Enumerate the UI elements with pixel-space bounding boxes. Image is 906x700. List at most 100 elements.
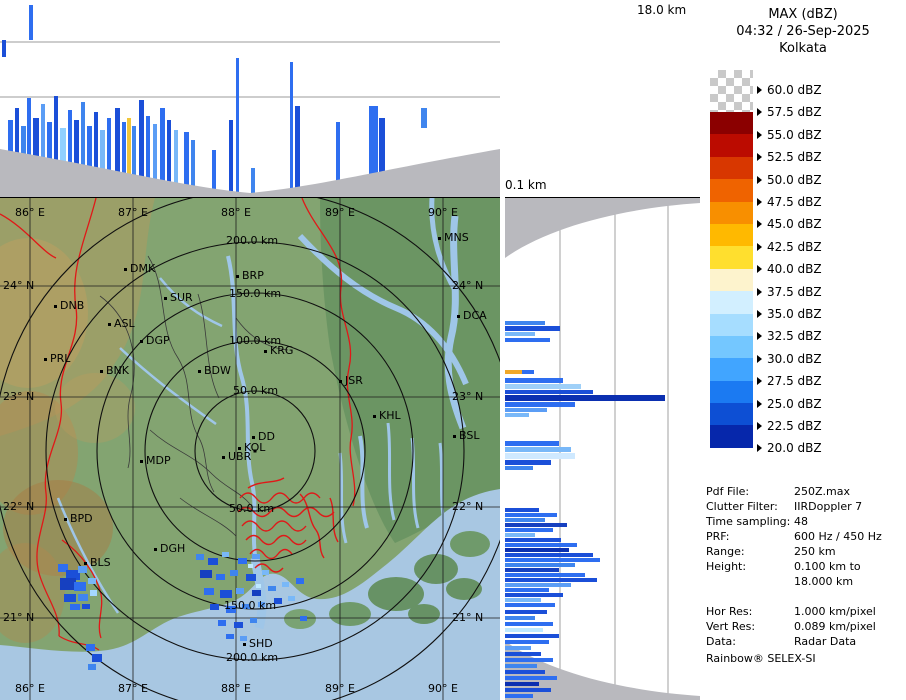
city-name: BDW — [204, 364, 231, 377]
colorbar-segment — [710, 313, 753, 336]
info-label: Pdf File: — [706, 485, 750, 498]
scale-label-text: 30.0 dBZ — [767, 351, 822, 366]
ew-profile-panel — [0, 0, 500, 197]
scale-label: 45.0 dBZ — [757, 216, 822, 232]
city-dot-icon — [238, 446, 241, 450]
city-name: DGH — [160, 542, 186, 555]
city-marker: JSR — [339, 375, 363, 387]
legend-info-b: Hor Res: 1.000 km/pixel Vert Res: 0.089 km/… — [706, 604, 904, 649]
info-value: Radar Data — [794, 635, 857, 648]
scale-tick-arrow-icon — [757, 108, 762, 117]
city-marker: DGH — [154, 543, 185, 555]
info-value: 1.000 km/pixel — [794, 605, 876, 618]
scale-tick-arrow-icon — [757, 220, 762, 229]
colorbar-segment — [710, 156, 753, 180]
city-marker: BNK — [100, 365, 129, 377]
scale-label: 57.5 dBZ — [757, 104, 822, 120]
legend-info-row: Time sampling: 48 — [706, 514, 904, 529]
scale-tick-arrow-icon — [757, 444, 762, 453]
city-name: KRG — [270, 344, 294, 357]
colorbar-segment — [710, 335, 753, 359]
scale-label: 37.5 dBZ — [757, 284, 822, 300]
city-name: BSL — [459, 429, 480, 442]
scale-label-text: 22.5 dBZ — [767, 419, 822, 433]
scale-label: 40.0 dBZ — [757, 261, 822, 277]
info-value: 250 km — [794, 545, 836, 558]
lat-label: 21° N — [3, 611, 35, 624]
scale-label-text: 27.5 dBZ — [767, 374, 822, 389]
legend-info-row: Hor Res: 1.000 km/pixel — [706, 604, 904, 619]
info-label: Vert Res: — [706, 620, 756, 633]
scale-label-text: 50.0 dBZ — [767, 172, 822, 187]
city-marker: DNB — [54, 300, 84, 312]
scale-label-text: 52.5 dBZ — [767, 150, 822, 165]
city-marker: PRL — [44, 353, 70, 365]
city-name: MNS — [444, 231, 469, 244]
lat-label: 24° N — [3, 279, 35, 292]
city-dot-icon — [54, 304, 57, 308]
scale-tick-arrow-icon — [757, 265, 762, 274]
scale-label: 30.0 dBZ — [757, 351, 822, 367]
info-label: Clutter Filter: — [706, 500, 778, 513]
range-ring-label: 50.0 km — [229, 502, 275, 515]
info-value: IIRDoppler 7 — [794, 500, 863, 513]
city-dot-icon — [124, 267, 127, 271]
lat-label: 23° N — [452, 390, 484, 403]
scale-tick-arrow-icon — [757, 198, 762, 206]
scale-label-text: 35.0 dBZ — [767, 307, 822, 321]
legend-info-row: 18.000 km — [706, 574, 904, 589]
legend-info-row: Height: 0.100 km to — [706, 559, 904, 574]
city-marker: ASL — [108, 318, 135, 330]
city-marker: KRG — [264, 345, 293, 357]
city-dot-icon — [457, 314, 460, 318]
city-name: DCA — [463, 309, 487, 322]
scale-tick-arrow-icon — [757, 332, 762, 341]
city-name: MDP — [146, 454, 171, 467]
scale-label: 35.0 dBZ — [757, 306, 822, 322]
scale-tick-arrow-icon — [757, 310, 762, 318]
colorbar-segment — [710, 223, 753, 247]
ns-echoes — [505, 321, 665, 698]
scale-label-text: 37.5 dBZ — [767, 284, 822, 299]
scale-label: 32.5 dBZ — [757, 328, 822, 344]
city-marker: BRP — [236, 270, 264, 282]
range-ring-label: 200.0 km — [226, 234, 279, 247]
scale-label-text: 45.0 dBZ — [767, 217, 822, 232]
scale-label-text: 40.0 dBZ — [767, 262, 822, 277]
info-label: Range: — [706, 545, 745, 558]
lon-label: 89° E — [325, 206, 355, 219]
city-dot-icon — [154, 547, 157, 551]
lon-label: 86° E — [15, 206, 45, 219]
ew-gridlines — [0, 41, 500, 98]
lat-label: 23° N — [3, 390, 35, 403]
scale-label-text: 32.5 dBZ — [767, 329, 822, 344]
city-marker: KOL — [238, 442, 265, 454]
colorbar-segment — [710, 380, 753, 404]
ns-profile-plot — [505, 198, 700, 700]
city-marker: SHD — [243, 638, 273, 650]
scale-tick-arrow-icon — [757, 399, 762, 408]
city-dot-icon — [140, 339, 143, 343]
city-name: SHD — [249, 637, 273, 650]
city-name: DD — [258, 430, 275, 443]
lat-label: 24° N — [452, 279, 484, 292]
lon-label: 88° E — [221, 682, 251, 695]
radar-map — [0, 198, 500, 700]
lon-label: 90° E — [428, 682, 458, 695]
range-rings — [0, 198, 500, 700]
state-borders — [0, 198, 356, 651]
city-dot-icon — [44, 357, 47, 361]
city-dot-icon — [373, 414, 376, 418]
radar-site-marker — [253, 449, 257, 453]
city-name: BPD — [70, 512, 93, 525]
info-value: 600 Hz / 450 Hz — [794, 530, 882, 543]
ew-blind-zone-arc — [0, 149, 500, 197]
ns-blind-zone-bottom — [505, 641, 700, 700]
scale-tick-arrow-icon — [757, 86, 762, 94]
min-height-label: 0.1 km — [505, 178, 547, 192]
legend-info-row: Vert Res: 0.089 km/pixel — [706, 619, 904, 634]
city-dot-icon — [140, 459, 143, 463]
info-label: Height: — [706, 560, 747, 573]
legend-colorbar — [710, 70, 753, 448]
